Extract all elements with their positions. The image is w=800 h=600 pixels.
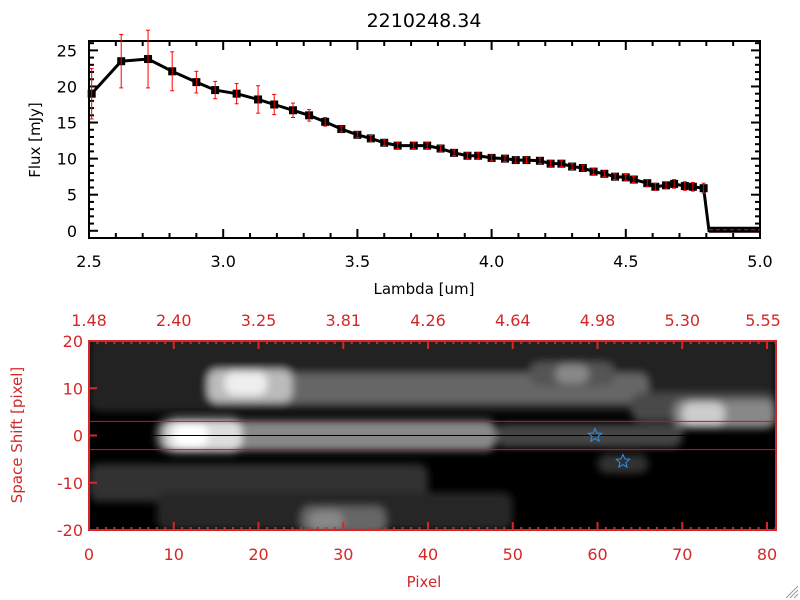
pixel-tick-label: 20: [248, 545, 268, 564]
spectrum-axes: 2.5 3.0 3.5 4.0 4.5 5.0 0 5 10 15 20 25: [57, 40, 773, 271]
star-marker-icon: [615, 453, 631, 469]
image-feature: [309, 511, 344, 530]
pixel-tick-label: 0: [84, 545, 94, 564]
shift-tick-label: 20: [63, 332, 83, 351]
wavelength-tick-label: 3.81: [325, 311, 361, 330]
y-axis-label: Flux [mJy]: [26, 102, 44, 178]
x-tick-label: 4.5: [613, 252, 638, 271]
shift-tick-label: 0: [73, 427, 83, 446]
chart-title: 2210248.34: [367, 10, 482, 32]
wavelength-tick-label: 3.25: [241, 311, 277, 330]
pixel-axis-label: Pixel: [407, 573, 442, 591]
plot-frame: [88, 40, 761, 239]
wavelength-tick-label: 5.55: [745, 311, 781, 330]
wavelength-tick-label: 1.48: [71, 311, 107, 330]
flux-line: [90, 57, 760, 233]
pixel-tick-label: 70: [672, 545, 692, 564]
pixel-tick-label: 60: [587, 545, 607, 564]
image-feature: [224, 371, 267, 396]
wavelength-tick-label: 4.98: [580, 311, 616, 330]
pixel-tick-label: 10: [164, 545, 184, 564]
resize-grip-icon[interactable]: [785, 585, 799, 599]
wavelength-tick-label: 2.40: [156, 311, 192, 330]
pixel-tick-label: 50: [503, 545, 523, 564]
image-feature: [682, 402, 725, 427]
image-overlay: [89, 420, 776, 469]
spectrum-series: [87, 29, 760, 233]
y-tick-label: 5: [67, 186, 77, 205]
y-tick-label: 20: [57, 77, 77, 96]
wavelength-tick-label: 5.30: [664, 311, 700, 330]
pixel-tick-label: 30: [333, 545, 353, 564]
x-axis-label: Lambda [um]: [374, 280, 475, 298]
y-tick-label: 0: [67, 222, 77, 241]
y-tick-label: 10: [57, 150, 77, 169]
star-marker-icon: [587, 427, 603, 443]
image-axes: 0 10 20 30 40 50 60 70 80 1.48 2.40 3.25 3.81 4.26 4.6…: [57, 311, 781, 564]
space-shift-axis-label: Space Shift [pixel]: [8, 367, 26, 504]
x-tick-label: 5.0: [747, 252, 772, 271]
x-tick-label: 4.0: [479, 252, 504, 271]
wavelength-tick-label: 4.64: [495, 311, 531, 330]
wavelength-tick-label: 4.26: [410, 311, 446, 330]
y-tick-label: 15: [57, 114, 77, 133]
x-tick-label: 3.5: [345, 252, 370, 271]
shift-tick-label: 10: [63, 379, 83, 398]
pixel-tick-label: 80: [757, 545, 777, 564]
x-tick-label: 2.5: [76, 252, 101, 271]
shift-tick-label: -20: [57, 521, 83, 540]
image-feature: [555, 364, 590, 384]
pixel-tick-label: 40: [418, 545, 438, 564]
x-tick-label: 3.0: [210, 252, 235, 271]
image-feature: [597, 454, 649, 474]
shift-tick-label: -10: [57, 474, 83, 493]
y-tick-label: 25: [57, 41, 77, 60]
